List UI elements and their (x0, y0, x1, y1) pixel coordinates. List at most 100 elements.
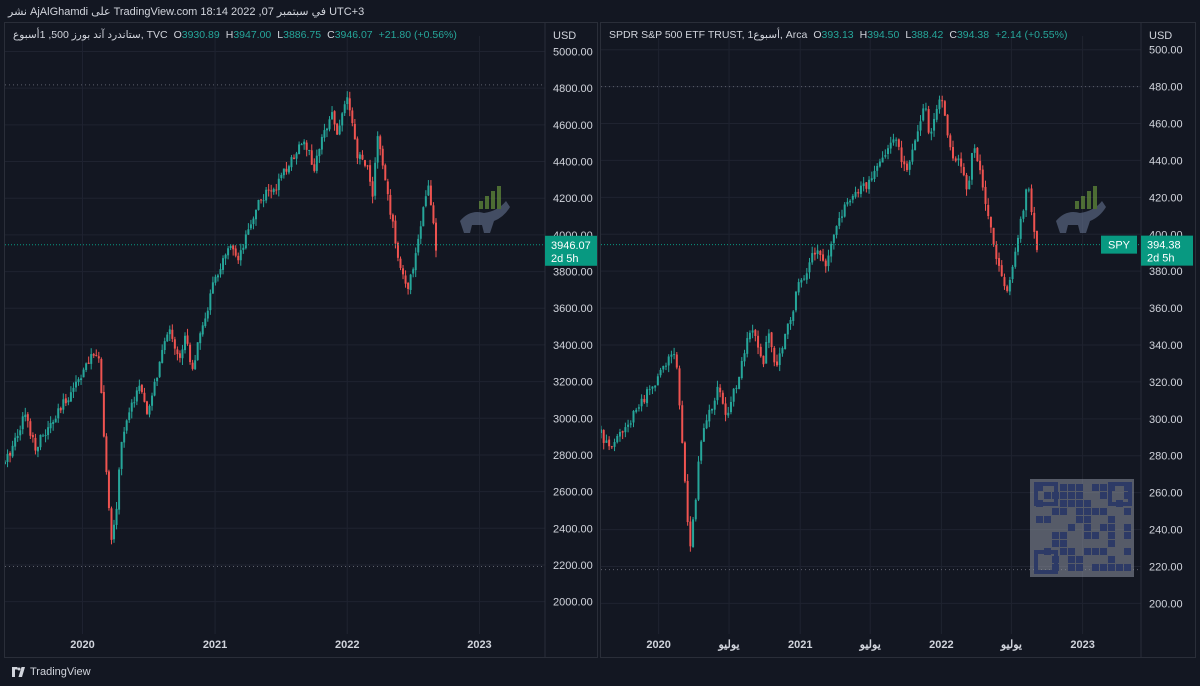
candle-body (113, 524, 116, 540)
candle-body (356, 138, 359, 159)
y-tick-label: 480.00 (1149, 82, 1183, 94)
qr-code-cell (1076, 508, 1083, 515)
candle-body (201, 325, 204, 335)
qr-code-cell (1092, 548, 1099, 555)
chart-panel-spx[interactable]: 2000.00 2200.00 2400.00 2600.00 2800.00 3000.… (4, 22, 598, 659)
chart-spx-svg: 2000.00 2200.00 2400.00 2600.00 2800.00 3000.… (5, 23, 597, 659)
candle-body (656, 376, 659, 386)
candle-body (602, 430, 605, 443)
candle-body (325, 128, 328, 131)
candle-body (402, 268, 405, 275)
candle-body (659, 369, 662, 376)
legend-open: 393.13 (821, 29, 854, 41)
y-tick-label: 4800.00 (553, 83, 593, 95)
qr-code-cell (1060, 500, 1067, 507)
candle-body (186, 335, 189, 344)
candle-body (105, 436, 108, 473)
candle-body (729, 402, 732, 413)
candle-body (637, 407, 640, 409)
candle-body (770, 332, 773, 348)
candle-body (849, 200, 852, 203)
candle-body (404, 275, 407, 284)
candle-body (618, 432, 621, 437)
candle-body (957, 158, 960, 161)
candle-body (265, 189, 268, 201)
y-tick-label: 340.00 (1149, 340, 1183, 352)
candle-body (873, 170, 876, 179)
candle-body (229, 245, 232, 249)
candle-body (716, 386, 719, 401)
candle-body (862, 183, 865, 187)
tradingview-brand[interactable]: TradingView (12, 666, 91, 678)
legend-spy: SPDR S&P 500 ETF TRUST, 1أسبوع, Arca O393… (609, 29, 1073, 41)
candle-body (290, 157, 293, 168)
candle-body (257, 199, 260, 210)
candle-body (830, 243, 833, 257)
candle-body (234, 248, 237, 256)
candle-body (9, 452, 12, 456)
candle-body (376, 136, 379, 163)
candle-body (422, 207, 425, 227)
candle-body (740, 360, 743, 379)
candle-body (889, 142, 892, 149)
qr-finder (1034, 482, 1058, 506)
candle-body (981, 169, 984, 188)
candle-body (318, 148, 321, 157)
chart-panel-spy[interactable]: 200.00 220.00 240.00 260.00 280.00 300.00 320.… (600, 22, 1196, 659)
candle-body (1006, 286, 1009, 291)
candle-body (14, 437, 17, 447)
candle-body (610, 446, 613, 448)
bull-bar (1075, 201, 1079, 209)
qr-code-cell (1060, 548, 1067, 555)
candle-body (219, 269, 222, 275)
candle-body (784, 333, 787, 350)
qr-code-cell (1060, 532, 1067, 539)
bull-logo-icon (460, 186, 510, 233)
candle-body (732, 388, 735, 402)
candle-body (300, 144, 303, 146)
candle-body (135, 390, 138, 402)
x-tick-label: 2021 (788, 639, 812, 651)
candle-body (34, 437, 37, 451)
candle-body (995, 244, 998, 259)
candle-body (323, 130, 326, 138)
x-tick-label: 2022 (335, 639, 359, 651)
qr-code-cell (1076, 484, 1083, 491)
candle-body (120, 441, 123, 469)
candle-body (827, 255, 830, 267)
qr-code-cell (1068, 548, 1075, 555)
candle-body (196, 342, 199, 361)
candle-body (151, 395, 154, 406)
x-tick-label: 2020 (70, 639, 94, 651)
candle-body (857, 192, 860, 194)
legend-close-label: C (949, 29, 957, 41)
qr-code-cell (1036, 484, 1043, 491)
qr-code-cell (1108, 516, 1115, 523)
candle-body (338, 125, 341, 135)
y-tick-label: 3200.00 (553, 377, 593, 389)
candle-body (700, 441, 703, 461)
legend-change: +21.80 (+0.56%) (378, 29, 457, 41)
candle-body (285, 168, 288, 172)
candle-body (181, 349, 184, 359)
candle-body (272, 189, 275, 193)
candle-body (72, 387, 75, 392)
y-tick-label: 4600.00 (553, 120, 593, 132)
qr-code-cell (1052, 508, 1059, 515)
candle-body (935, 108, 938, 120)
candle-body (39, 434, 42, 448)
qr-code-cell (1084, 524, 1091, 531)
brand-label: TradingView (30, 666, 91, 678)
candle-body (702, 428, 705, 442)
qr-code-cell (1124, 564, 1131, 571)
candle-body (52, 421, 55, 424)
candle-body (895, 139, 898, 141)
candle-body (54, 418, 57, 423)
y-tick-label: 4200.00 (553, 193, 593, 205)
candle-body (77, 379, 80, 383)
candle-body (239, 250, 242, 261)
bull-bar (1081, 196, 1085, 209)
candle-body (140, 384, 143, 393)
candle-body (16, 435, 19, 439)
candle-body (667, 356, 670, 366)
